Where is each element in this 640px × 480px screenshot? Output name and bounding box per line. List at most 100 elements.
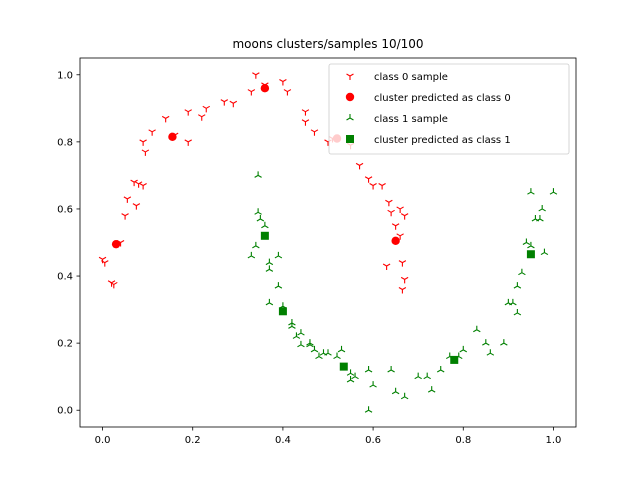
data-point	[387, 209, 395, 217]
data-point	[509, 298, 517, 306]
data-point	[526, 250, 535, 259]
data-point	[265, 298, 274, 306]
data-point	[391, 223, 400, 230]
data-point	[385, 199, 393, 207]
data-point	[364, 406, 373, 413]
data-point	[398, 286, 407, 294]
data-point	[220, 99, 229, 106]
data-point	[260, 83, 270, 93]
data-point	[339, 362, 348, 371]
data-point	[247, 89, 256, 96]
data-point	[333, 352, 341, 360]
series-0	[98, 72, 409, 294]
data-point	[141, 149, 150, 156]
legend: class 0 sample cluster predicted as class…	[328, 63, 570, 155]
data-point	[288, 319, 296, 326]
data-point	[500, 339, 508, 346]
data-point	[197, 114, 206, 121]
data-point	[473, 325, 481, 333]
data-point	[261, 221, 269, 229]
data-point	[364, 365, 373, 373]
data-point	[110, 281, 118, 289]
data-point	[527, 188, 535, 195]
y-tick-label: 0.2	[57, 339, 73, 350]
series-3	[260, 231, 535, 371]
data-point	[161, 115, 170, 123]
data-point	[288, 322, 296, 329]
data-point	[310, 345, 319, 353]
data-point	[121, 213, 129, 220]
x-tick-label: 0.6	[365, 435, 381, 446]
data-point	[256, 215, 265, 222]
series-2	[247, 171, 558, 413]
data-point	[391, 236, 400, 246]
y-tick-label: 0.4	[57, 272, 73, 283]
data-point	[101, 260, 109, 267]
chart-title: moons clusters/samples 10/100	[232, 37, 423, 51]
data-point	[400, 392, 409, 400]
data-point	[134, 181, 143, 188]
legend-label: class 0 sample	[374, 72, 448, 83]
data-point	[398, 260, 407, 267]
data-point	[274, 251, 283, 259]
data-point	[184, 139, 192, 146]
x-axis: 0.0 0.2 0.4 0.6 0.8 1.0	[95, 427, 562, 446]
legend-label: cluster predicted as class 0	[374, 93, 511, 104]
data-point	[450, 355, 459, 364]
data-point	[292, 332, 301, 339]
x-tick-label: 0.2	[185, 435, 201, 446]
x-tick-label: 1.0	[546, 435, 562, 446]
data-point	[278, 307, 287, 316]
data-point	[396, 233, 404, 240]
y-tick-label: 0.6	[57, 204, 73, 215]
data-point	[139, 139, 147, 146]
data-point	[346, 369, 355, 376]
data-point	[111, 239, 121, 249]
data-point	[486, 349, 495, 356]
data-point	[279, 79, 287, 86]
data-point	[130, 179, 138, 187]
plot-area	[98, 72, 558, 413]
data-point	[522, 238, 531, 245]
data-point	[538, 204, 546, 212]
data-point	[252, 72, 260, 79]
data-point	[306, 340, 314, 348]
data-point	[265, 258, 274, 266]
data-point	[482, 339, 490, 346]
legend-frame	[328, 63, 570, 155]
data-point	[337, 345, 346, 353]
data-point	[274, 282, 283, 289]
data-point	[346, 376, 355, 383]
data-point	[369, 182, 377, 190]
x-tick-label: 0.0	[95, 435, 111, 446]
data-point	[252, 241, 260, 249]
data-point	[315, 352, 323, 360]
data-point	[247, 251, 256, 259]
legend-label: cluster predicted as class 1	[374, 135, 511, 146]
data-point	[301, 109, 310, 116]
y-tick-label: 0.0	[57, 406, 73, 417]
data-point	[310, 129, 319, 136]
data-point	[283, 89, 292, 96]
data-point	[540, 248, 549, 256]
data-point	[391, 387, 400, 395]
data-point	[351, 372, 359, 380]
data-point	[301, 119, 310, 126]
data-point	[260, 231, 269, 240]
x-tick-label: 0.4	[275, 435, 291, 446]
data-point	[382, 263, 391, 270]
x-tick-label: 0.8	[455, 435, 471, 446]
y-tick-label: 1.0	[57, 70, 73, 81]
data-point	[139, 182, 147, 190]
data-point	[123, 196, 132, 203]
legend-marker	[345, 92, 355, 102]
data-point	[378, 182, 386, 190]
data-point	[202, 105, 211, 113]
data-point	[387, 365, 395, 373]
data-point	[423, 372, 431, 380]
data-point	[459, 345, 468, 353]
data-point	[436, 365, 445, 373]
data-point	[132, 203, 141, 210]
data-point	[297, 329, 305, 336]
